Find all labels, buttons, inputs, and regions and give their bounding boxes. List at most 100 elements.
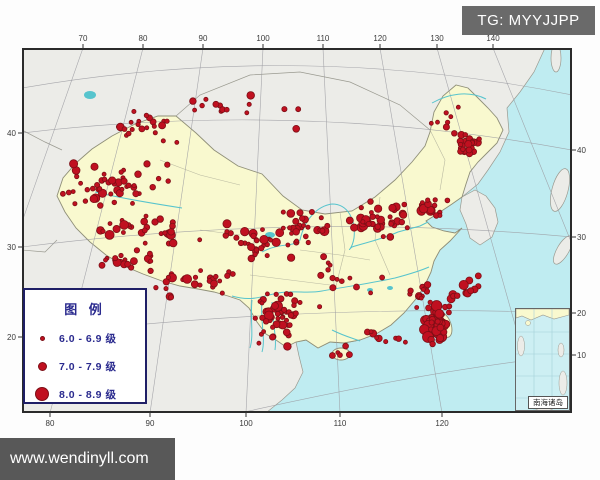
epicenter-dot — [140, 217, 149, 226]
epicenter-dot — [444, 197, 451, 204]
epicenter-dot — [65, 189, 72, 196]
epicenter-dot — [368, 290, 374, 296]
epicenter-dot — [286, 253, 296, 262]
epicenter-dot — [353, 283, 360, 291]
map-layers — [24, 50, 570, 411]
epicenter-dot — [147, 267, 154, 274]
epicenter-dot — [287, 312, 295, 319]
epicenter-dot — [286, 209, 296, 218]
epicenter-dot — [111, 199, 117, 206]
epicenter-dot — [334, 276, 340, 282]
japan-island — [550, 168, 570, 212]
epicenter-dot — [165, 274, 171, 280]
epicenter-dot — [143, 213, 149, 219]
epicenter-dot — [380, 234, 386, 240]
axis-tick-label: 110 — [333, 419, 347, 428]
epicenter-dot — [465, 146, 473, 154]
epicenter-dot — [374, 335, 380, 341]
epicenter-dot — [432, 197, 438, 203]
epicenter-dot — [224, 272, 231, 279]
epicenter-dot — [250, 232, 257, 240]
epicenter-dot — [104, 229, 115, 240]
epicenter-dot — [167, 228, 175, 236]
epicenter-dot — [108, 176, 117, 185]
epicenter-dot — [198, 268, 204, 274]
epicenter-dot — [168, 238, 178, 248]
axis-tick-label: 100 — [256, 34, 270, 43]
epicenter-dot — [210, 279, 218, 288]
axis-tick-label: 130 — [430, 34, 444, 43]
epicenter-dot — [287, 291, 294, 297]
epicenter-dot — [149, 183, 156, 191]
epicenter-dot — [163, 286, 169, 292]
epicenter-dot — [131, 183, 137, 189]
epicenter-dot — [305, 239, 311, 246]
epicenter-dot — [125, 130, 132, 137]
epicenter-dot — [224, 106, 230, 113]
epicenter-dot — [402, 339, 408, 345]
epicenter-dot — [69, 159, 79, 169]
epicenter-dot — [301, 223, 306, 228]
epicenter-dot — [121, 230, 126, 235]
epicenter-dot — [133, 247, 140, 254]
epicenter-dot — [273, 291, 279, 297]
epicenter-dot — [365, 220, 372, 227]
mongolia-north-border — [175, 71, 431, 131]
epicenter-dot — [476, 136, 482, 142]
magnitude-7-dot-icon — [37, 361, 47, 371]
epicenter-dot — [383, 339, 389, 345]
epicenter-dot — [84, 186, 90, 193]
epicenter-dot — [192, 274, 199, 280]
epicenter-dot — [437, 213, 443, 218]
epicenter-dot — [350, 223, 359, 232]
epicenter-dot — [119, 186, 125, 192]
magnitude-legend: 图 例 6.0 - 6.9 级 7.0 - 7.9 级 8.0 - 8.9 级 — [23, 288, 147, 404]
epicenter-dot — [240, 227, 250, 237]
epicenter-dot — [324, 222, 331, 229]
epicenter-dot — [252, 251, 258, 257]
epicenter-dot — [271, 237, 281, 247]
axis-ticks — [18, 44, 576, 417]
epicenter-dot — [148, 258, 154, 264]
epicenter-dot — [156, 215, 164, 223]
dot-box — [25, 387, 59, 401]
legend-title: 图 例 — [64, 302, 106, 317]
epicenter-dots — [60, 91, 482, 359]
epicenter-dot — [119, 220, 129, 230]
epicenter-dot — [212, 100, 220, 108]
epicenter-dot — [72, 201, 78, 207]
epicenter-dot — [165, 178, 171, 184]
epicenter-dot — [152, 130, 158, 136]
epicenter-dot — [233, 234, 240, 241]
epicenter-dot — [121, 126, 128, 132]
epicenter-dot — [244, 110, 250, 116]
epicenter-dot — [197, 237, 203, 243]
epicenter-dot — [374, 214, 380, 220]
epicenter-dot — [283, 317, 289, 323]
epicenter-dot — [192, 107, 198, 113]
epicenter-dot — [70, 189, 76, 195]
epicenter-dot — [318, 215, 324, 221]
axis-tick-label: 40 — [7, 129, 16, 138]
dot-box — [25, 335, 59, 341]
epicenter-dot — [164, 161, 171, 168]
epicenter-dot — [399, 210, 408, 219]
epicenter-dot — [368, 329, 374, 335]
epicenter-dot — [443, 110, 449, 116]
epicenter-dot — [292, 125, 301, 133]
dot-box — [25, 361, 59, 371]
epicenter-dot — [425, 197, 431, 203]
epicenter-dot — [442, 123, 450, 131]
axis-tick-label: 30 — [577, 233, 586, 242]
epicenter-dot — [379, 274, 386, 281]
epicenter-dot — [197, 282, 203, 288]
epicenter-dot — [143, 160, 151, 168]
epicenter-dot — [118, 252, 124, 259]
epicenter-dot — [425, 304, 432, 312]
epicenter-dot — [60, 190, 66, 197]
epicenter-dot — [414, 305, 420, 310]
epicenter-dot — [89, 194, 98, 203]
legend-item-8: 8.0 - 8.9 级 — [25, 381, 145, 407]
